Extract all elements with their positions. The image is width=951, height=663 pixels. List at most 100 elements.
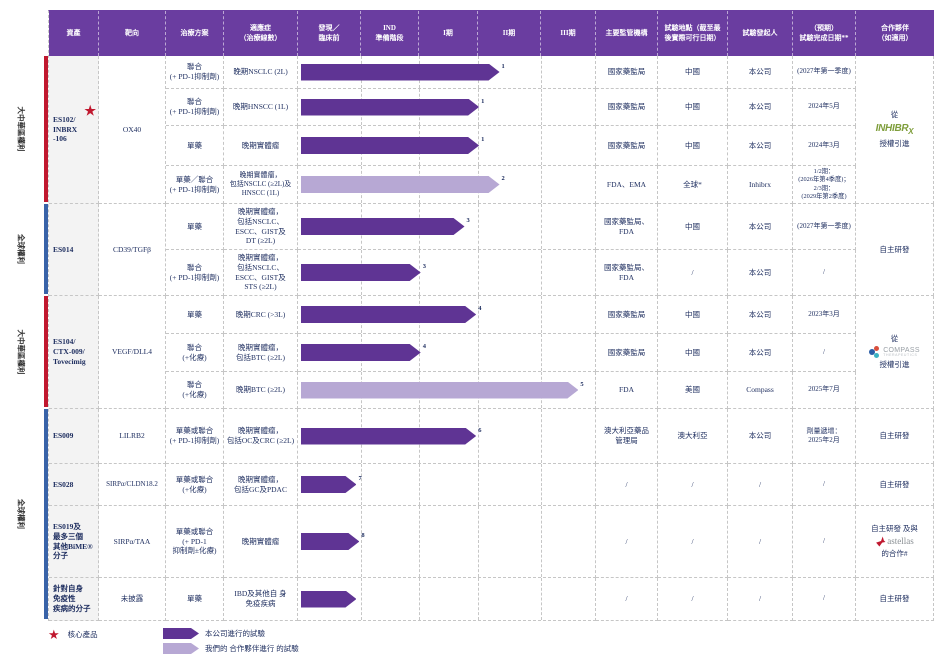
rights-color-bar bbox=[44, 56, 48, 202]
regulator: 國家藥監局 bbox=[596, 126, 658, 166]
regulator: 國家藥監局 bbox=[596, 334, 658, 372]
completion-date: (2027年第一季度) bbox=[793, 56, 856, 89]
indication: 晚期實體瘤 bbox=[224, 506, 298, 578]
completion-date: / bbox=[793, 506, 856, 578]
regimen: 單藥或聯合 (+ PD-1 抑制劑±化療) bbox=[166, 506, 224, 578]
trial-location: 中國 bbox=[658, 126, 728, 166]
section-es019: ES019及 最多三個 其他BiME® 分子 SIRPα/TAA 單藥或聯合 (… bbox=[49, 506, 934, 578]
trial-location: 中國 bbox=[658, 204, 728, 250]
col-header-partner: 合作夥伴 （如適用） bbox=[877, 24, 913, 42]
target-cell: OX40 bbox=[99, 56, 166, 204]
trial-location: / bbox=[658, 506, 728, 578]
footnote-number: 6 bbox=[478, 426, 482, 434]
trial-row: 聯合 (+ PD-1抑制劑) 晚期NSCLC (2L) 1 國家藥監局 中國 本… bbox=[166, 56, 856, 89]
asset-cell: ES019及 最多三個 其他BiME® 分子 bbox=[49, 506, 99, 578]
footnote-number: 1 bbox=[481, 136, 485, 144]
regimen: 單藥 bbox=[166, 578, 224, 621]
asset-name: ES014 bbox=[53, 244, 74, 254]
col-header-target: 靶向 bbox=[99, 11, 166, 56]
partner-cell: 自主研發 及與 astellas 的合作# bbox=[856, 506, 934, 578]
completion-date: 1/2期： (2026年第4季度)； 2/3期： (2029年第2季度) bbox=[793, 166, 856, 204]
asset-cell: ES014 bbox=[49, 204, 99, 296]
target-cell: 未披露 bbox=[99, 578, 166, 621]
trial-sponsor: 本公司 bbox=[728, 204, 793, 250]
regulator: 國家藥監局 bbox=[596, 296, 658, 334]
col-header-ind-stage: IND 準備階段 bbox=[361, 11, 419, 56]
partner-text: 自主研發 bbox=[879, 431, 910, 441]
regimen: 單藥／聯合 (+ PD-1抑制劑) bbox=[166, 166, 224, 204]
trial-progress-arrow bbox=[301, 218, 465, 235]
partner-trial-arrow-icon bbox=[163, 643, 199, 654]
target-cell: SIRPα/CLDN18.2 bbox=[99, 464, 166, 506]
phase-track: 1 bbox=[298, 56, 596, 89]
asset-name: ES028 bbox=[53, 479, 74, 489]
trial-progress-arrow bbox=[301, 264, 421, 281]
regimen: 單藥或聯合 (+ PD-1抑制劑) bbox=[166, 409, 224, 464]
company-trial-arrow-icon bbox=[163, 628, 199, 639]
pipeline-table: 資產 靶向 治療方案 適應症 （治療線數） 發現／ 臨床前 IND 準備階段 I… bbox=[48, 10, 934, 621]
col-header-completion: （預期） 試驗完成日期** bbox=[793, 11, 856, 56]
indication: 晚期實體瘤 bbox=[224, 126, 298, 166]
regimen: 單藥 bbox=[166, 204, 224, 250]
section-es014: ES014 CD39/TGFβ 單藥 晚期實體瘤， 包括NSCLC、 ESCC、… bbox=[49, 204, 934, 296]
indication: 晚期實體瘤， 包括OC及CRC (≥2L) bbox=[224, 409, 298, 464]
rights-color-bar bbox=[44, 204, 48, 294]
trial-sponsor: 本公司 bbox=[728, 89, 793, 126]
phase-track: 6 bbox=[298, 409, 596, 464]
rights-color-bar bbox=[44, 409, 48, 619]
col-header-sponsor: 試驗發起人 bbox=[728, 11, 793, 56]
trial-sponsor: 本公司 bbox=[728, 126, 793, 166]
phase-track: 3 bbox=[298, 250, 596, 296]
completion-date: / bbox=[793, 464, 856, 506]
footnote-number: 4 bbox=[422, 343, 426, 351]
indication: 晚期實體瘤， 包括NSCLC、 ESCC、GIST及 STS (≥2L) bbox=[224, 250, 298, 296]
regulator: 國家藥監局 bbox=[596, 56, 658, 89]
trial-sponsor: 本公司 bbox=[728, 250, 793, 296]
trial-sponsor: 本公司 bbox=[728, 334, 793, 372]
footnote-number: 4 bbox=[478, 305, 482, 313]
phase-track: 4 bbox=[298, 334, 596, 372]
phase-track: 1 bbox=[298, 126, 596, 166]
asset-name: ES009 bbox=[53, 431, 74, 441]
indication: 晚期CRC (>3L) bbox=[224, 296, 298, 334]
col-header-discovery: 發現／ 臨床前 bbox=[298, 11, 361, 56]
trial-row: 聯合 (+化療) 晚期BTC (≥2L) 5 FDA 美國 Compass 20… bbox=[166, 372, 856, 409]
phase-track: 2 bbox=[298, 166, 596, 204]
indication: 晚期實體瘤， 包括NSCLC、 ESCC、GIST及 DT (≥2L) bbox=[224, 204, 298, 250]
regulator: 澳大利亞藥品 管理局 bbox=[596, 409, 658, 464]
asset-cell: ES028 bbox=[49, 464, 99, 506]
col-header-indication: 適應症 （治療線數） bbox=[224, 11, 298, 56]
completion-date: 2023年3月 bbox=[793, 296, 856, 334]
indication: 晚期實體瘤， 包括BTC (≥2L) bbox=[224, 334, 298, 372]
col-header-location: 試驗地點（截至最 後實際可行日期） bbox=[658, 11, 728, 56]
completion-date: / bbox=[793, 250, 856, 296]
regimen: 聯合 (+ PD-1抑制劑) bbox=[166, 56, 224, 89]
partner-text-pre: 從 bbox=[890, 334, 899, 344]
partner-cell: 從 INHIBRX 授權引進 bbox=[856, 56, 934, 204]
trial-progress-arrow bbox=[301, 591, 356, 608]
asset-cell: ES104/ CTX-009/ Tovecimig bbox=[49, 296, 99, 409]
section-autoimmune: 針對自身 免疫性 疾病的分子 未披露 單藥 IBD及其他自 身 免疫疾病 / /… bbox=[49, 578, 934, 621]
indication: 晚期BTC (≥2L) bbox=[224, 372, 298, 409]
trial-progress-arrow bbox=[301, 99, 479, 116]
section-es028: ES028 SIRPα/CLDN18.2 單藥或聯合 (+化療) 晚期實體瘤， … bbox=[49, 464, 934, 506]
indication: 晚期NSCLC (2L) bbox=[224, 56, 298, 89]
partner-text: 自主研發 bbox=[879, 479, 910, 489]
regimen: 聯合 (+ PD-1抑制劑) bbox=[166, 250, 224, 296]
asset-name: ES104/ CTX-009/ Tovecimig bbox=[53, 337, 86, 366]
rights-group-greater-china-1: 大中華區權利 bbox=[8, 55, 48, 203]
core-product-star-icon: ★ bbox=[48, 627, 60, 642]
rights-label: 大中華區權利 bbox=[16, 106, 26, 152]
partner-text-pre: 從 bbox=[890, 110, 899, 120]
completion-date: 劑量遞增： 2025年2月 bbox=[793, 409, 856, 464]
phase-track: 8 bbox=[298, 506, 596, 578]
regulator: / bbox=[596, 464, 658, 506]
partner-cell: 自主研發 bbox=[856, 409, 934, 464]
trial-sponsor: 本公司 bbox=[728, 296, 793, 334]
regimen: 單藥或聯合 (+化療) bbox=[166, 464, 224, 506]
indication: 晚期實體瘤， 包括NSCLC (≥2L)及 HNSCC (1L) bbox=[224, 166, 298, 204]
footnote-number: 8 bbox=[361, 532, 365, 540]
phase-track bbox=[298, 578, 596, 621]
regulator: FDA bbox=[596, 372, 658, 409]
rights-color-bar bbox=[44, 296, 48, 407]
